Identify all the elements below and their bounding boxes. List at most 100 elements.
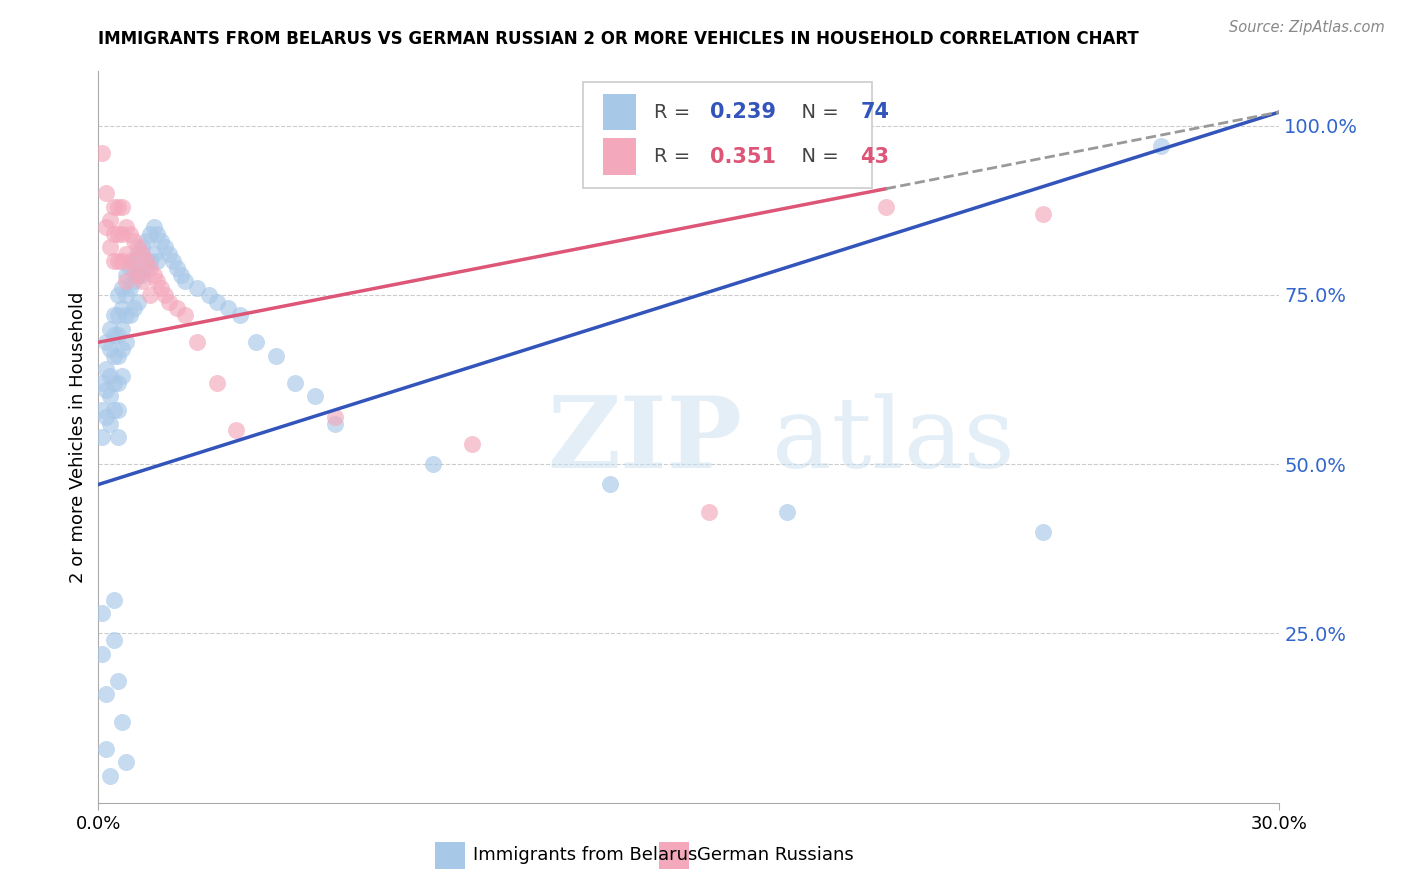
Point bbox=[103, 200, 125, 214]
Point bbox=[107, 227, 129, 241]
Point bbox=[107, 200, 129, 214]
Point bbox=[107, 673, 129, 688]
Point bbox=[103, 376, 125, 390]
Point bbox=[155, 288, 177, 302]
Point bbox=[122, 234, 145, 248]
Point bbox=[599, 477, 621, 491]
Point bbox=[118, 281, 141, 295]
Point bbox=[96, 688, 118, 702]
Point bbox=[157, 247, 180, 261]
Point bbox=[111, 342, 134, 356]
Point bbox=[323, 409, 346, 424]
Point bbox=[155, 240, 177, 254]
FancyBboxPatch shape bbox=[434, 842, 464, 869]
Point bbox=[115, 247, 138, 261]
Point bbox=[122, 274, 145, 288]
Point bbox=[111, 301, 134, 316]
Point bbox=[118, 308, 141, 322]
Point bbox=[131, 268, 153, 282]
FancyBboxPatch shape bbox=[582, 82, 872, 188]
Point bbox=[127, 247, 149, 261]
Point bbox=[111, 281, 134, 295]
Point bbox=[205, 376, 228, 390]
Point bbox=[98, 322, 121, 336]
Point bbox=[304, 389, 326, 403]
Point bbox=[103, 308, 125, 322]
Point bbox=[162, 254, 184, 268]
Point bbox=[103, 592, 125, 607]
Point bbox=[127, 268, 149, 282]
Text: N =: N = bbox=[789, 147, 845, 166]
Point bbox=[111, 322, 134, 336]
Point bbox=[98, 240, 121, 254]
Point bbox=[96, 335, 118, 350]
Point bbox=[142, 247, 165, 261]
Point bbox=[131, 240, 153, 254]
Point bbox=[98, 417, 121, 431]
Point bbox=[107, 349, 129, 363]
Point bbox=[103, 349, 125, 363]
Point bbox=[174, 308, 197, 322]
Point bbox=[197, 288, 219, 302]
Point bbox=[98, 369, 121, 384]
Point bbox=[138, 288, 160, 302]
Point bbox=[98, 342, 121, 356]
Point bbox=[174, 274, 197, 288]
Point bbox=[284, 376, 307, 390]
Point bbox=[186, 335, 208, 350]
Point bbox=[96, 186, 118, 201]
Text: atlas: atlas bbox=[772, 392, 1014, 489]
Point bbox=[122, 260, 145, 275]
Point bbox=[96, 362, 118, 376]
Text: IMMIGRANTS FROM BELARUS VS GERMAN RUSSIAN 2 OR MORE VEHICLES IN HOUSEHOLD CORREL: IMMIGRANTS FROM BELARUS VS GERMAN RUSSIA… bbox=[98, 29, 1139, 47]
Point bbox=[245, 335, 267, 350]
Point bbox=[150, 234, 173, 248]
Point bbox=[135, 234, 157, 248]
Text: German Russians: German Russians bbox=[697, 847, 853, 864]
Point bbox=[225, 423, 247, 437]
Text: R =: R = bbox=[654, 147, 696, 166]
Point bbox=[131, 247, 153, 261]
Point bbox=[127, 294, 149, 309]
Point bbox=[91, 376, 114, 390]
FancyBboxPatch shape bbox=[603, 138, 636, 175]
Point bbox=[98, 213, 121, 227]
Point bbox=[115, 335, 138, 350]
Point bbox=[1032, 206, 1054, 220]
Point bbox=[122, 254, 145, 268]
Point bbox=[1150, 139, 1173, 153]
Point bbox=[91, 145, 114, 160]
Point bbox=[131, 274, 153, 288]
Point bbox=[91, 647, 114, 661]
Point bbox=[107, 376, 129, 390]
Point bbox=[118, 227, 141, 241]
Point bbox=[91, 430, 114, 444]
Point bbox=[118, 254, 141, 268]
Point bbox=[98, 769, 121, 783]
Point bbox=[1032, 524, 1054, 539]
Point bbox=[96, 220, 118, 235]
Point bbox=[103, 227, 125, 241]
Point bbox=[107, 254, 129, 268]
Point bbox=[103, 403, 125, 417]
Point bbox=[166, 260, 188, 275]
Point bbox=[146, 254, 169, 268]
Point bbox=[115, 755, 138, 769]
Point bbox=[115, 268, 138, 282]
Point bbox=[115, 308, 138, 322]
Point bbox=[217, 301, 239, 316]
Point bbox=[96, 741, 118, 756]
Point bbox=[138, 260, 160, 275]
Point bbox=[264, 349, 287, 363]
Point bbox=[115, 220, 138, 235]
Point bbox=[697, 505, 720, 519]
Point bbox=[91, 606, 114, 620]
Point bbox=[461, 437, 484, 451]
Text: Source: ZipAtlas.com: Source: ZipAtlas.com bbox=[1229, 20, 1385, 35]
Point bbox=[103, 328, 125, 343]
Point bbox=[111, 369, 134, 384]
Point bbox=[107, 288, 129, 302]
Point bbox=[91, 403, 114, 417]
Point bbox=[186, 281, 208, 295]
Point bbox=[111, 714, 134, 729]
